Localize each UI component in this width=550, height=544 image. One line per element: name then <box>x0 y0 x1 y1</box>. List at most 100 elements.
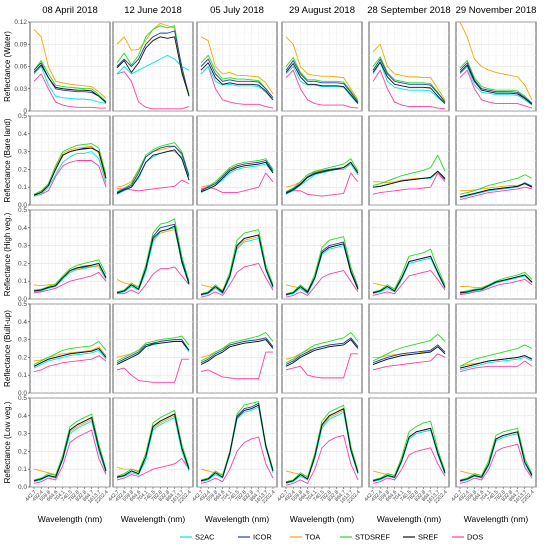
series-line-sref <box>200 234 274 295</box>
series-line-sref <box>200 339 274 365</box>
panel <box>196 21 278 112</box>
legend-item: S2AC <box>180 533 215 542</box>
y-tick-label: 0.0 <box>18 202 27 209</box>
series-line-stdsref <box>116 335 190 362</box>
panel <box>281 115 363 206</box>
series-line-stdsref <box>285 332 359 364</box>
panel <box>281 209 363 300</box>
series-line-toa <box>285 36 359 101</box>
series-line-s2ac <box>459 183 533 199</box>
series-line-dos <box>116 358 189 383</box>
series-line-sref <box>116 36 190 97</box>
y-tick-label: 0.4 <box>18 131 27 138</box>
legend-item: SREF <box>403 533 438 542</box>
series-line-s2ac <box>459 275 533 295</box>
y-tick-label: 0.06 <box>14 64 27 71</box>
series-line-stdsref <box>285 57 359 102</box>
panel: 0.0 0.1 0.2 0.3 0.4 0.5 <box>18 207 111 303</box>
panel: 0.0 0.1 0.2 0.3 0.4 0.5 <box>18 113 111 209</box>
series-line-s2ac <box>459 356 533 371</box>
legend-item: DOS <box>452 533 483 542</box>
column-titles: 08 April 2018 12 June 2018 05 July 2018 29 … <box>42 5 536 16</box>
series-line-stdsref <box>372 248 446 293</box>
series-line-stdsref <box>459 344 533 367</box>
series-line-stdsref <box>116 142 190 193</box>
legend-item: STDSREF <box>340 533 390 542</box>
series-line-stdsref <box>33 259 107 291</box>
panel: 0.00.10.20.30.40.5442.7492.4559.8664.670… <box>18 395 111 505</box>
series-line-sref <box>372 61 446 104</box>
legend-item: ICOR <box>238 533 272 542</box>
series-line-stdsref <box>200 332 274 362</box>
panel: 442.7492.4559.8664.6704.1740.5782.8832.8… <box>191 397 278 505</box>
series-line-stdsref <box>116 218 190 293</box>
series-line-sref <box>33 147 107 196</box>
series-line-s2ac <box>33 264 107 293</box>
y-tick-label: 0.3 <box>18 243 27 250</box>
series-line-dos <box>200 66 274 109</box>
panel <box>112 115 194 206</box>
series-line-dos <box>33 271 107 294</box>
series-line-dos <box>372 172 446 195</box>
series-line-s2ac <box>372 62 446 104</box>
series-line-dos <box>200 172 274 193</box>
column-title: 29 November 2018 <box>456 5 537 16</box>
series-line-stdsref <box>372 154 446 186</box>
series-line-dos <box>459 69 533 109</box>
series-line-stdsref <box>459 60 533 104</box>
panel: 442.7492.4559.8664.6704.1740.5782.8832.8… <box>276 397 363 505</box>
series-line-sref <box>33 262 107 292</box>
panel <box>455 21 537 112</box>
series-line-stdsref <box>285 158 359 193</box>
series-line-icor <box>372 58 446 103</box>
series-line-sref <box>459 431 533 482</box>
series-line-sref <box>33 64 107 104</box>
series-line-s2ac <box>285 66 359 104</box>
y-tick-label: 0.0 <box>18 296 27 303</box>
row-label: Reflectance (Built-up) <box>3 310 12 387</box>
series-line-sref <box>116 149 190 194</box>
series-line-sref <box>116 413 190 478</box>
x-axis-title: Wavelength (nm) <box>38 514 103 524</box>
series-line-dos <box>459 443 533 484</box>
series-line-sref <box>372 170 446 188</box>
series-line-dos <box>116 71 190 110</box>
series-line-dos <box>117 179 190 192</box>
y-tick-label: 0.09 <box>14 41 27 48</box>
series-line-sref <box>285 339 359 367</box>
y-tick-label: 0.4 <box>18 225 27 232</box>
legend: S2AC ICOR TOA STDSREF SREF DOS <box>180 533 483 542</box>
series-line-dos <box>372 447 446 484</box>
panel <box>368 303 450 394</box>
series-line-toa <box>200 36 274 95</box>
panel: 442.7492.4559.8664.6704.1740.5782.8832.8… <box>107 397 194 505</box>
panel <box>196 303 278 394</box>
series-line-dos <box>285 172 359 197</box>
y-tick-label: 0.1 <box>18 466 27 473</box>
series-line-dos <box>200 436 274 484</box>
y-tick-label: 0.3 <box>18 149 27 156</box>
series-line-sref <box>372 255 446 294</box>
series-line-sref <box>285 408 359 483</box>
series-line-s2ac <box>116 54 190 75</box>
series-line-s2ac <box>200 238 274 296</box>
x-axis-labels: Wavelength (nm) Wavelength (nm) Wavelength… <box>38 514 529 524</box>
series-line-sref <box>459 183 533 198</box>
series-line-dos <box>372 353 446 371</box>
series-line-icor <box>200 58 274 98</box>
series-line-s2ac <box>372 429 446 483</box>
series-line-s2ac <box>372 257 446 295</box>
series-line-dos <box>33 73 106 109</box>
y-tick-label: 0.1 <box>18 184 27 191</box>
series-line-sref <box>285 243 359 295</box>
panel <box>112 21 194 112</box>
series-line-stdsref <box>116 410 190 477</box>
panel: 442.7492.4559.8664.6704.1740.5782.8832.8… <box>450 397 537 505</box>
y-tick-label: 0.1 <box>18 372 27 379</box>
row-label: Reflectance (Water) <box>3 31 12 102</box>
row-label: Reflectance (High veg.) <box>3 212 12 296</box>
panel <box>196 209 278 300</box>
series-line-s2ac <box>33 420 107 483</box>
panel <box>455 303 537 394</box>
series-line-s2ac <box>33 66 107 105</box>
